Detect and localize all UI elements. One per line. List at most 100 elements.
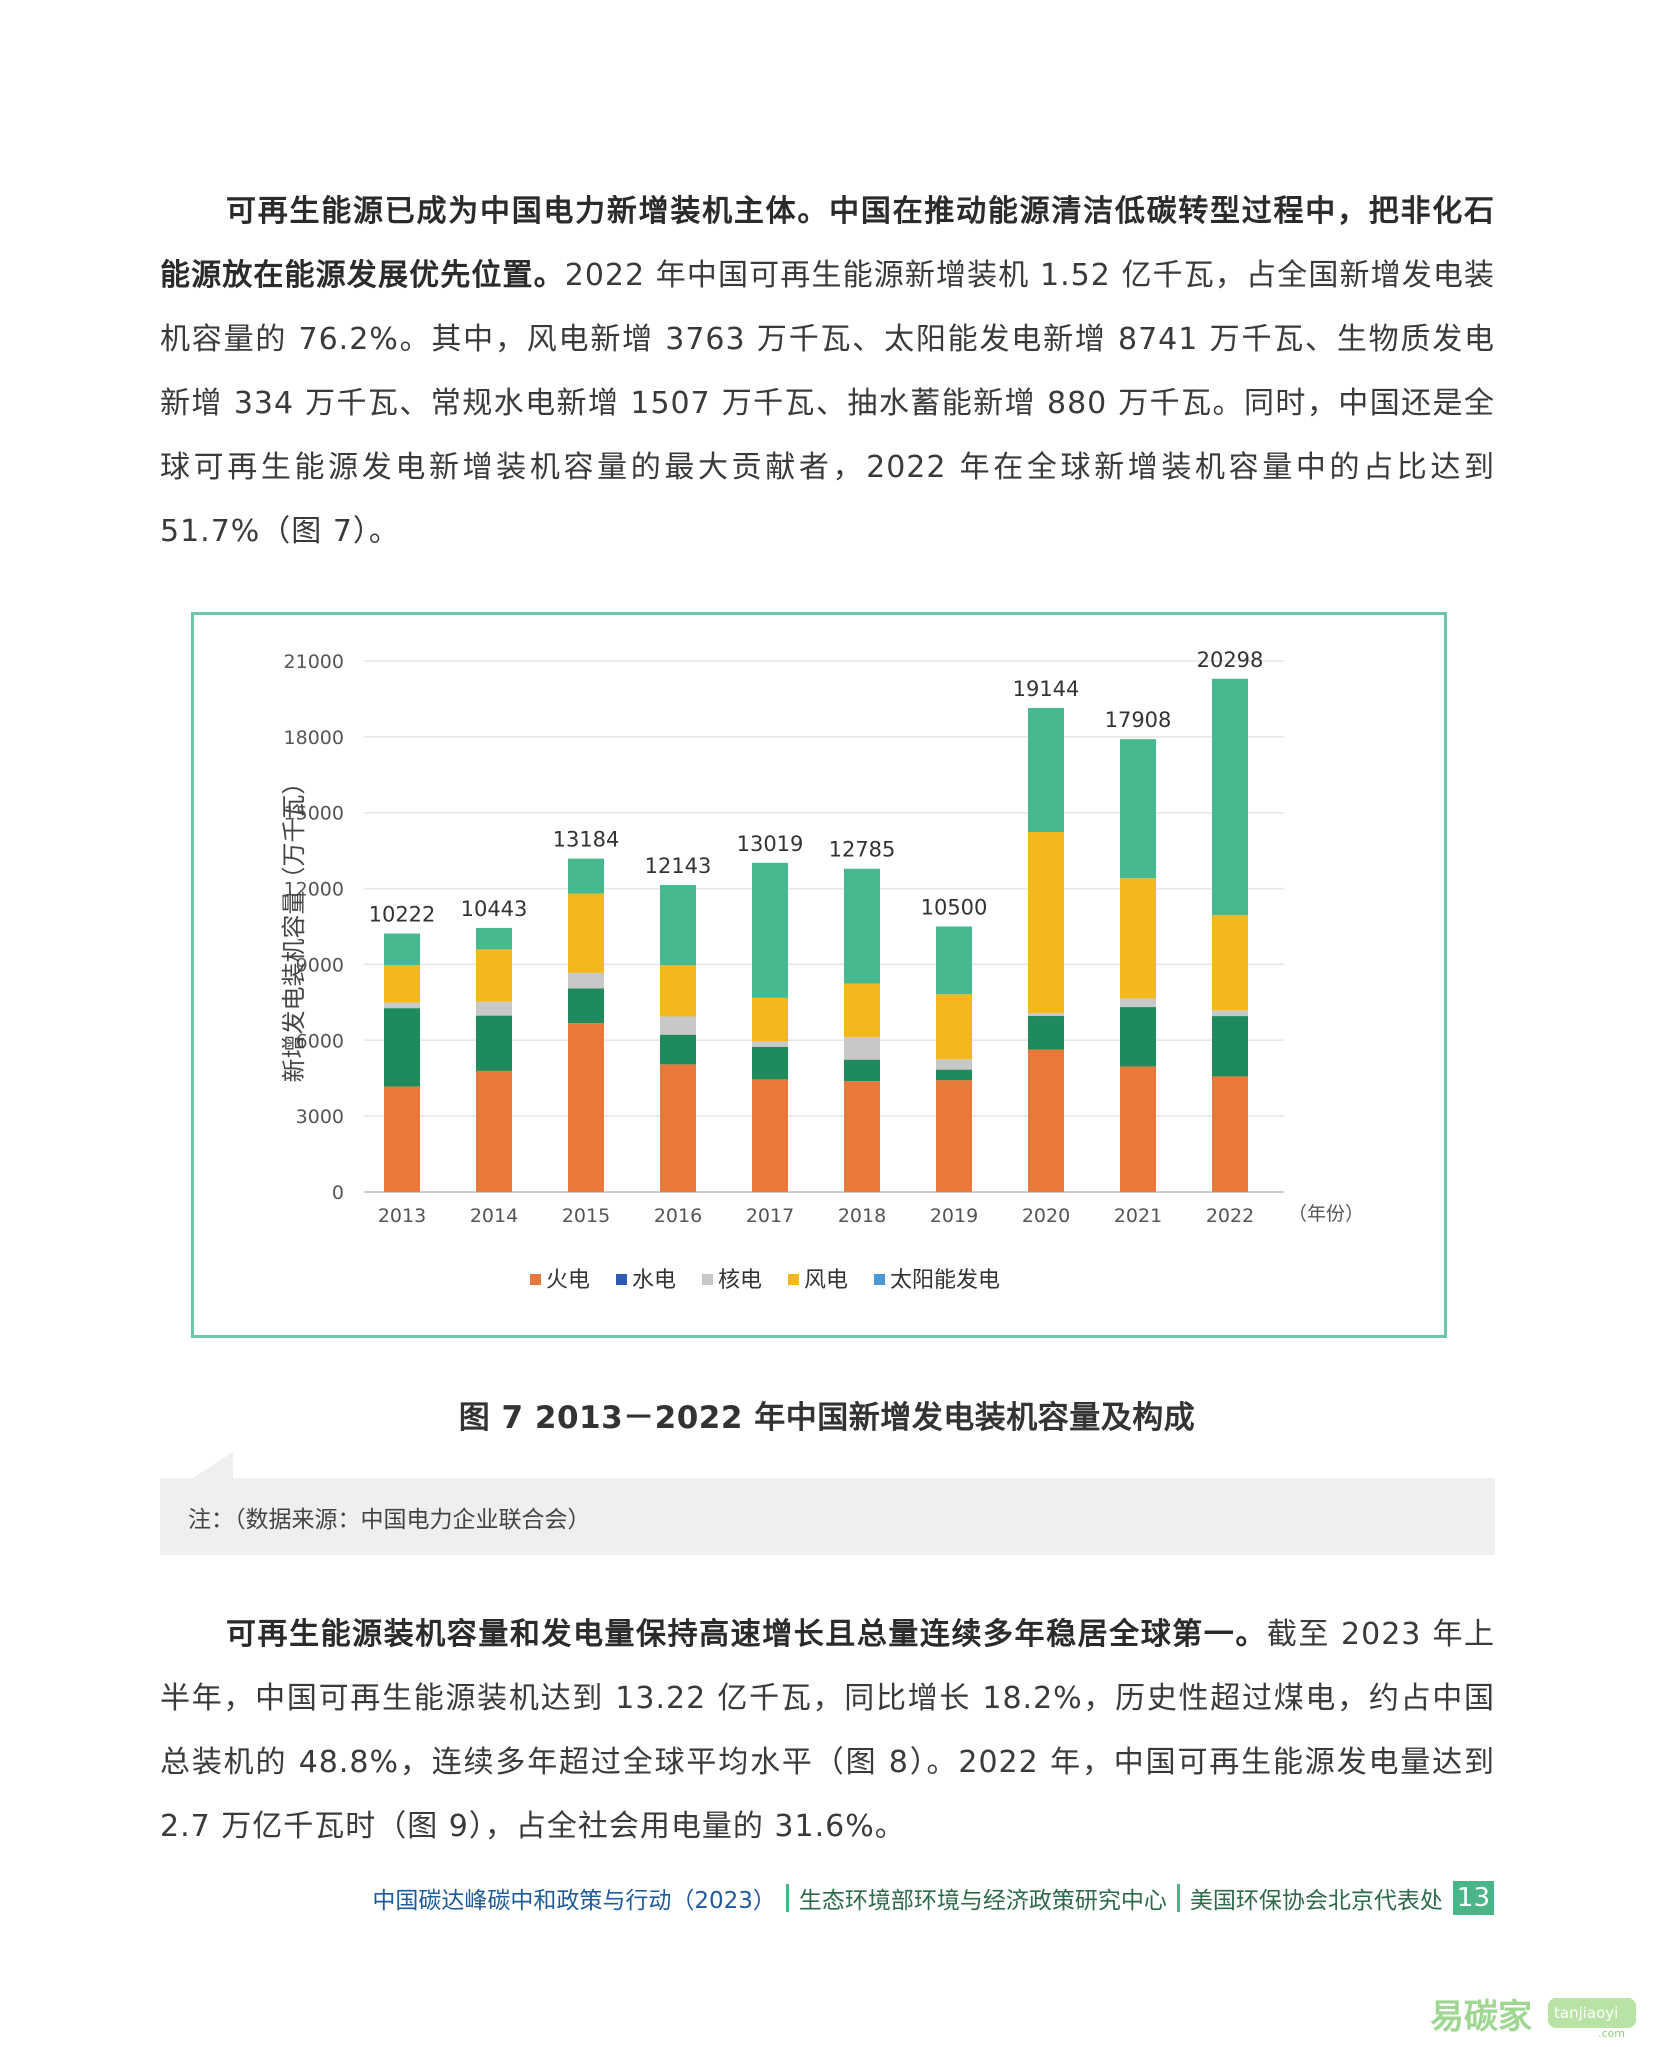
x-tick-label: 2020 xyxy=(1022,1205,1070,1227)
bar-segment xyxy=(384,1086,420,1192)
legend-label: 核电 xyxy=(718,1268,762,1293)
bar-segment xyxy=(476,949,512,1002)
bar-segment xyxy=(1212,678,1248,916)
note-tab-decoration xyxy=(193,1452,233,1478)
legend-label: 水电 xyxy=(632,1268,676,1293)
total-data-label: 12143 xyxy=(645,854,712,878)
watermark-site: tanjiaoyi xyxy=(1554,2004,1618,2022)
bar-segment xyxy=(660,1034,696,1065)
bar-segment xyxy=(1212,1016,1248,1077)
total-data-label: 19144 xyxy=(1013,677,1080,701)
x-tick-label: 2015 xyxy=(562,1205,610,1227)
x-tick-label: 2018 xyxy=(838,1205,886,1227)
x-tick-label: 2016 xyxy=(654,1205,702,1227)
bar-segment xyxy=(384,1008,420,1087)
footer-report-title: 中国碳达峰碳中和政策与行动（2023） xyxy=(372,1888,776,1914)
paragraph-2: 可再生能源装机容量和发电量保持高速增长且总量连续多年稳居全球第一。截至 2023… xyxy=(160,1603,1495,1859)
legend-swatch xyxy=(530,1274,541,1285)
bar-segment xyxy=(844,1059,880,1082)
x-tick-label: 2022 xyxy=(1206,1205,1254,1227)
bar-segment xyxy=(476,1001,512,1016)
bar-segment xyxy=(936,994,972,1060)
legend-label: 风电 xyxy=(804,1268,848,1293)
page-footer: 中国碳达峰碳中和政策与行动（2023） 生态环境部环境与经济政策研究中心 美国环… xyxy=(372,1880,1494,1916)
bar-segment xyxy=(384,933,420,965)
total-data-label: 17908 xyxy=(1105,708,1172,732)
bar-segment xyxy=(568,893,604,973)
footer-divider xyxy=(785,1884,789,1912)
y-tick-label: 9000 xyxy=(296,954,344,976)
bar-segment xyxy=(568,988,604,1024)
legend-swatch xyxy=(616,1274,627,1285)
legend-swatch xyxy=(788,1274,799,1285)
source-note-box: 注：（数据来源：中国电力企业联合会） xyxy=(160,1478,1495,1555)
bar-segment xyxy=(936,1059,972,1070)
bar-segment xyxy=(568,858,604,894)
x-tick-label: 2021 xyxy=(1114,1205,1162,1227)
x-tick-label: 2014 xyxy=(470,1205,518,1227)
total-data-label: 10443 xyxy=(461,897,528,921)
total-data-label: 10222 xyxy=(369,903,436,927)
legend-label: 火电 xyxy=(546,1268,590,1293)
chart-frame: 0 3000 6000 9000 12000 15000 18000 21000 新增发电装机容… xyxy=(191,612,1447,1338)
figure-caption: 图 7 2013－2022 年中国新增发电装机容量及构成 xyxy=(458,1400,1196,1436)
paragraph-1: 可再生能源已成为中国电力新增装机主体。中国在推动能源清洁低碳转型过程中，把非化石… xyxy=(160,180,1495,564)
footer-divider xyxy=(1176,1884,1180,1912)
bar-segment xyxy=(568,972,604,989)
bar-segment xyxy=(1212,915,1248,1011)
bar-segment xyxy=(660,1016,696,1035)
x-tick-label: 2019 xyxy=(930,1205,978,1227)
footer-org-1: 生态环境部环境与经济政策研究中心 xyxy=(798,1888,1167,1914)
y-tick-label: 6000 xyxy=(296,1030,344,1052)
paragraph-2-body: 截至 2023 年上半年，中国可再生能源装机达到 13.22 亿千瓦，同比增长 … xyxy=(160,1617,1496,1844)
bar-segment xyxy=(1212,1010,1248,1017)
bar-segment xyxy=(1028,1049,1064,1192)
y-tick-label: 3000 xyxy=(296,1106,344,1128)
bar-segment xyxy=(1212,1076,1248,1192)
bar-segment xyxy=(1120,1007,1156,1067)
legend-label: 太阳能发电 xyxy=(890,1268,1000,1293)
watermark-logo: 易碳家 tanjiaoyi .com xyxy=(1430,1997,1636,2040)
total-data-label: 10500 xyxy=(921,896,988,920)
bar-segment xyxy=(1028,1016,1064,1050)
bar-segment xyxy=(476,1070,512,1192)
bar-segment xyxy=(660,884,696,966)
bar-segment xyxy=(476,927,512,950)
paragraph-1-body: 2022 年中国可再生能源新增装机 1.52 亿千瓦，占全国新增发电装机容量的 … xyxy=(160,258,1495,549)
watermark-domain: .com xyxy=(1598,2027,1625,2040)
bar-segment xyxy=(660,1064,696,1192)
x-tick-label: 2013 xyxy=(378,1205,426,1227)
y-tick-label: 15000 xyxy=(284,803,344,825)
legend-swatch xyxy=(874,1274,885,1285)
bar-segment xyxy=(936,1080,972,1192)
footer-org-2: 美国环保协会北京代表处 xyxy=(1189,1888,1443,1914)
total-data-label: 13019 xyxy=(737,832,804,856)
bar-segment xyxy=(752,862,788,998)
bar-segment xyxy=(1120,878,1156,999)
bar-segment xyxy=(936,926,972,995)
y-tick-label: 18000 xyxy=(284,727,344,749)
bar-segment xyxy=(844,1081,880,1192)
y-tick-label: 12000 xyxy=(284,879,344,901)
total-data-label: 20298 xyxy=(1197,648,1264,672)
source-note: 注：（数据来源：中国电力企业联合会） xyxy=(188,1507,591,1533)
y-axis-label: 新增发电装机容量（万千瓦） xyxy=(280,771,308,1083)
x-axis-unit-label: （年份） xyxy=(1288,1203,1364,1225)
y-tick-label: 0 xyxy=(332,1182,344,1204)
y-tick-label: 21000 xyxy=(284,651,344,673)
bar-segment xyxy=(752,1079,788,1192)
bar-segment xyxy=(1028,707,1064,832)
watermark-brand: 易碳家 xyxy=(1430,1997,1532,2037)
paragraph-1-lead: 可再生能源已成为中国电力新增装机主体。中国在推动能源清洁低碳转型过程中，把非化石… xyxy=(160,194,1495,293)
bar-segment xyxy=(844,868,880,984)
bar-segment xyxy=(1120,998,1156,1008)
bar-segment xyxy=(752,1046,788,1080)
legend-swatch xyxy=(702,1274,713,1285)
bar-segment xyxy=(752,997,788,1042)
bar-segment xyxy=(1120,1066,1156,1192)
page-number: 13 xyxy=(1452,1881,1494,1915)
stacked-bar-chart: 0 3000 6000 9000 12000 15000 18000 21000 新增发电装机容… xyxy=(280,648,1364,1293)
bar-segment xyxy=(844,1037,880,1060)
total-data-label: 12785 xyxy=(829,838,896,862)
bar-segment xyxy=(752,1041,788,1047)
